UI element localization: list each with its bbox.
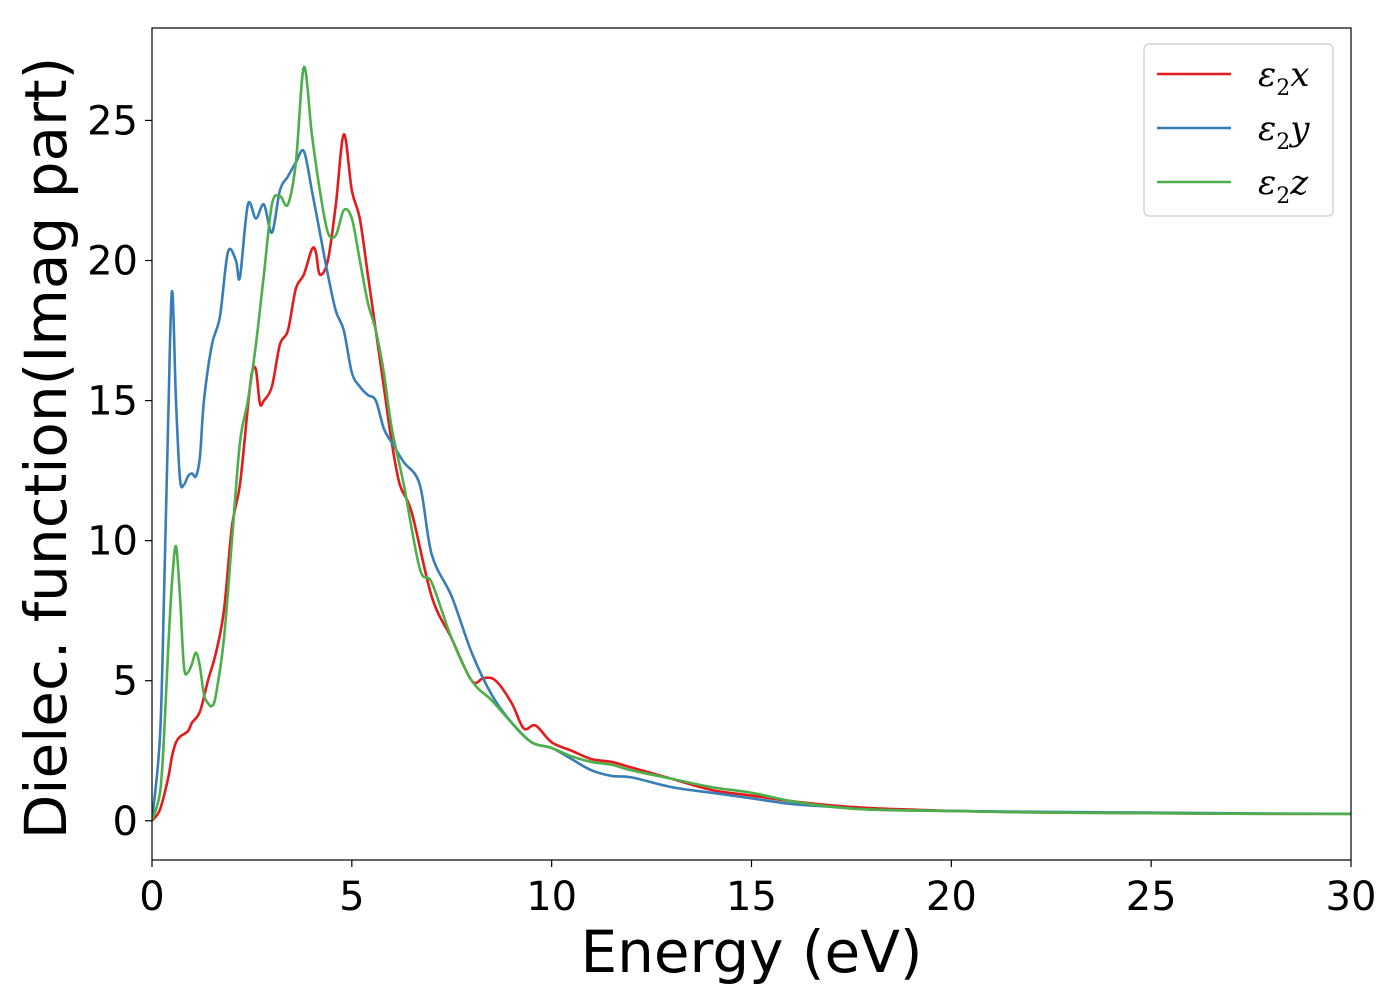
y-tick-label: 10 [87, 519, 138, 565]
y-tick-label: 25 [87, 98, 138, 144]
legend-label-y: ε2y [1258, 109, 1310, 155]
x-tick-label: 30 [1326, 874, 1377, 920]
y-tick-label: 20 [87, 239, 138, 285]
y-tick-label: 0 [113, 799, 138, 845]
y-axis-title: Dielec. function(Imag part) [12, 57, 80, 840]
y-tick-label: 15 [87, 379, 138, 425]
x-tick-label: 20 [926, 874, 977, 920]
y-axis: 0 5 10 15 20 25 [87, 98, 152, 845]
legend: ε2x ε2y ε2z [1143, 43, 1334, 217]
x-tick-label: 5 [339, 874, 364, 920]
legend-label-z: ε2z [1258, 163, 1309, 209]
x-axis-title: Energy (eV) [580, 918, 922, 986]
x-axis: 0 5 10 15 20 25 30 [139, 860, 1376, 920]
x-tick-label: 10 [526, 874, 577, 920]
series-line-x [152, 133, 1351, 822]
series-line-z [152, 65, 1351, 822]
legend-label-x: ε2x [1258, 55, 1309, 101]
series-layer [152, 65, 1351, 822]
series-line-y [152, 148, 1351, 821]
x-tick-label: 25 [1126, 874, 1177, 920]
legend-box [1143, 43, 1334, 217]
x-tick-label: 0 [139, 874, 164, 920]
x-tick-label: 15 [726, 874, 777, 920]
y-tick-label: 5 [113, 659, 138, 705]
